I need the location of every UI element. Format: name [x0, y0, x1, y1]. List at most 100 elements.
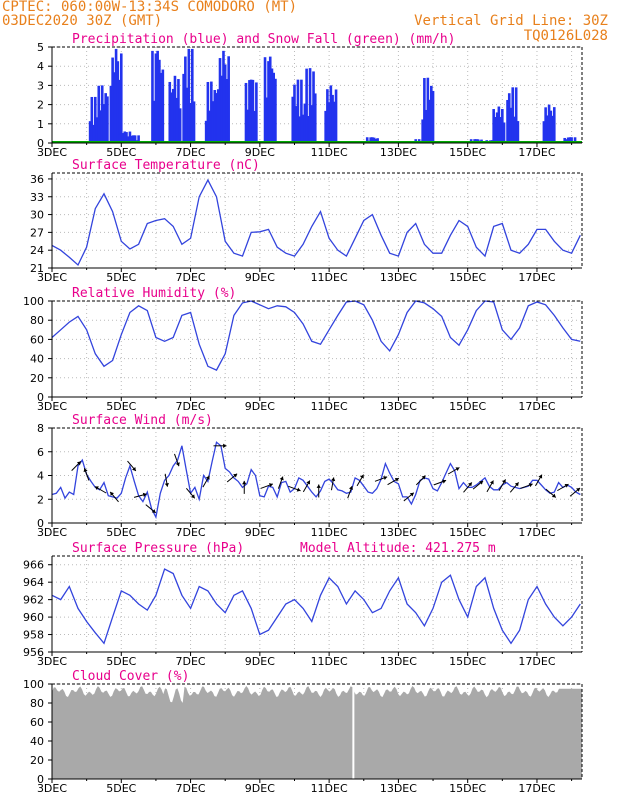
precip-bar	[208, 110, 211, 143]
precip-bar	[516, 121, 520, 143]
precip-bar	[137, 135, 140, 143]
precip-bar	[274, 78, 277, 143]
x-tick-label: 5DEC	[106, 782, 136, 795]
precip-bar	[301, 114, 305, 143]
precip-bar	[88, 121, 92, 143]
x-tick-label: 17DEC	[518, 526, 555, 539]
x-tick-label: 11DEC	[311, 782, 348, 795]
x-tick-label: 17DEC	[518, 655, 555, 668]
precip-bar	[296, 79, 300, 143]
precip-bar	[90, 96, 94, 143]
precip-bar	[132, 135, 135, 143]
x-tick-label: 11DEC	[311, 271, 348, 284]
panel-cloud: Cloud Cover (%) 0 20 40 60 80 100 3DEC 5DEC 7DEC 9…	[23, 669, 583, 795]
x-tick-label: 9DEC	[245, 400, 275, 413]
precip-bar	[97, 85, 101, 143]
panel-pres: Surface Pressure (hPa) Model Altitude: 42…	[23, 541, 583, 668]
precip-bar	[216, 89, 220, 143]
y-tick-label: 5	[37, 41, 44, 54]
y-tick-label: 21	[30, 262, 44, 275]
wind-arrow-head	[360, 474, 364, 479]
precip-bar	[95, 122, 99, 143]
precip-bar	[114, 48, 118, 143]
precip-bar	[547, 104, 551, 143]
precip-bar	[270, 68, 274, 143]
y-tick-label: 0	[37, 773, 44, 786]
precip-bar	[156, 50, 159, 144]
precip-bar	[116, 61, 120, 143]
precip-bar	[506, 99, 509, 143]
wind-arrow-head	[76, 461, 81, 466]
precip-bar	[249, 79, 253, 143]
y-tick-label: 80	[30, 697, 44, 710]
y-tick-label: 36	[30, 173, 44, 186]
wind-arrow-head	[383, 475, 388, 481]
wind-arrow-head	[331, 477, 336, 482]
precip-bar	[423, 77, 426, 143]
header-line1: CPTEC: 060:00W-13:34S COMODORO (MT)	[2, 0, 298, 15]
y-tick-label: 3	[37, 79, 44, 92]
y-tick-label: 958	[23, 629, 44, 642]
precip-bar	[130, 135, 133, 143]
wind-arrow-head	[110, 491, 114, 496]
wind-arrow-head	[279, 476, 284, 481]
precip-bar	[225, 79, 229, 143]
y-tick-label: 960	[23, 611, 44, 624]
precip-bar	[161, 69, 165, 143]
precip-bar	[294, 106, 298, 143]
precip-bar	[189, 102, 192, 143]
x-tick-label: 11DEC	[311, 526, 348, 539]
precip-bar	[365, 137, 369, 143]
x-tick-label: 15DEC	[449, 400, 486, 413]
precip-bar	[227, 56, 230, 143]
y-tick-label: 100	[23, 678, 44, 691]
precip-bar	[376, 138, 379, 143]
wind-arrow-head	[514, 482, 519, 487]
x-tick-label: 9DEC	[245, 782, 275, 795]
x-tick-label: 3DEC	[37, 400, 67, 413]
precip-bar	[211, 101, 215, 143]
precip-bar	[303, 103, 307, 143]
x-tick-label: 3DEC	[37, 271, 67, 284]
grid-note: Vertical Grid Line: 30Z	[414, 13, 608, 29]
precip-bar	[546, 115, 549, 143]
y-tick-label: 20	[30, 754, 44, 767]
precip-bar	[175, 97, 179, 143]
precip-bar	[502, 122, 506, 143]
x-tick-label: 3DEC	[37, 526, 67, 539]
x-tick-label: 13DEC	[380, 146, 417, 159]
y-tick-label: 0	[37, 517, 44, 530]
wind-arrow-head	[83, 468, 88, 473]
precip-bar	[171, 88, 175, 143]
precip-bar	[307, 115, 310, 143]
wind-arrow-head	[348, 486, 353, 490]
precip-bar	[204, 120, 208, 143]
precip-bar	[119, 53, 123, 144]
precip-bar	[552, 107, 556, 143]
panel-precip: Precipitation (blue) and Snow Fall (gree…	[37, 32, 583, 159]
series-line	[51, 568, 581, 645]
precip-bar	[300, 79, 303, 143]
precip-bar	[109, 85, 113, 143]
precip-bar	[185, 87, 189, 143]
precip-bar	[291, 96, 295, 143]
precip-bar	[168, 81, 172, 143]
precip-bar	[312, 71, 315, 143]
precip-bar	[293, 84, 296, 143]
y-tick-label: 2	[37, 493, 44, 506]
wind-arrow-head	[242, 480, 247, 485]
precip-bar	[507, 93, 511, 143]
precip-bar	[118, 134, 121, 143]
cloud-area	[52, 686, 582, 779]
y-tick-label: 40	[30, 735, 44, 748]
series-line	[51, 441, 581, 520]
precip-bar	[210, 81, 213, 143]
y-tick-label: 100	[23, 295, 44, 308]
panel-title: Precipitation (blue) and Snow Fall (gree…	[72, 32, 456, 47]
precip-bar	[298, 116, 301, 143]
series-line	[51, 178, 581, 267]
x-tick-label: 15DEC	[449, 271, 486, 284]
precip-bar	[566, 137, 570, 143]
panel-rh: Relative Humidity (%) 0 20 40 60 80 100 3DEC 5DE…	[23, 286, 583, 413]
precip-bar	[100, 85, 104, 143]
